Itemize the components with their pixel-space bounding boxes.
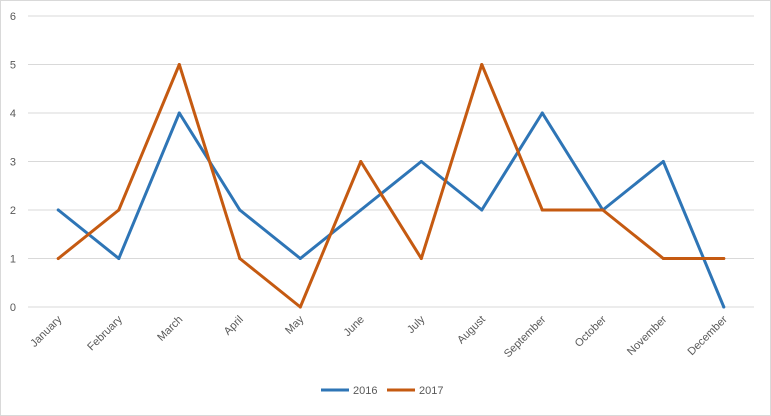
- legend-label: 2016: [353, 385, 377, 397]
- x-tick-label: May: [283, 313, 307, 337]
- x-tick-label: January: [28, 313, 65, 350]
- data-point-2017: [540, 208, 544, 212]
- x-tick-label: September: [502, 313, 549, 360]
- data-point-2017: [419, 257, 423, 260]
- x-axis-ticks: January February March April May June July Augu…: [28, 313, 730, 360]
- gridlines: [28, 15, 754, 308]
- y-tick-label: 0: [10, 302, 16, 314]
- data-point-2017: [661, 257, 665, 260]
- data-point-2016: [419, 160, 423, 163]
- x-tick-label: April: [222, 314, 246, 338]
- y-axis-ticks: 0 1 2 3 4 5 6: [10, 11, 16, 314]
- x-tick-label: March: [155, 314, 185, 344]
- legend-label: 2017: [419, 385, 443, 397]
- x-tick-label: December: [686, 313, 731, 358]
- y-tick-label: 4: [10, 108, 16, 120]
- data-point-2017: [601, 208, 605, 212]
- data-point-2017: [238, 257, 242, 260]
- data-point-2017: [177, 63, 181, 66]
- x-tick-label: July: [405, 313, 428, 336]
- data-point-2017: [480, 63, 484, 66]
- series-lines: [56, 63, 726, 309]
- data-point-2017: [359, 160, 363, 163]
- y-tick-label: 6: [10, 11, 16, 23]
- y-tick-label: 3: [10, 157, 16, 169]
- x-tick-label: November: [625, 313, 670, 358]
- series-line-2016: [56, 111, 726, 309]
- x-tick-label: February: [85, 313, 125, 353]
- data-point-2016: [540, 111, 544, 115]
- data-point-2016: [298, 257, 302, 260]
- data-point-2016: [480, 208, 484, 212]
- data-point-2016: [117, 257, 121, 260]
- data-point-2016: [238, 208, 242, 212]
- data-point-2017: [722, 257, 726, 260]
- data-point-2016: [661, 160, 665, 163]
- data-point-2016: [722, 305, 726, 309]
- y-tick-label: 2: [10, 205, 16, 217]
- legend: 2016 2017: [321, 385, 443, 397]
- series-line-2017: [56, 63, 726, 309]
- data-point-2016: [359, 208, 363, 212]
- data-point-2017: [298, 305, 302, 309]
- data-point-2016: [177, 111, 181, 115]
- x-tick-label: June: [342, 314, 367, 339]
- data-point-2017: [117, 208, 121, 212]
- x-tick-label: August: [455, 314, 488, 347]
- y-tick-label: 5: [10, 60, 16, 72]
- y-tick-label: 1: [10, 254, 16, 266]
- data-point-2017: [56, 257, 60, 260]
- x-tick-label: October: [573, 313, 609, 349]
- data-point-2016: [56, 208, 60, 212]
